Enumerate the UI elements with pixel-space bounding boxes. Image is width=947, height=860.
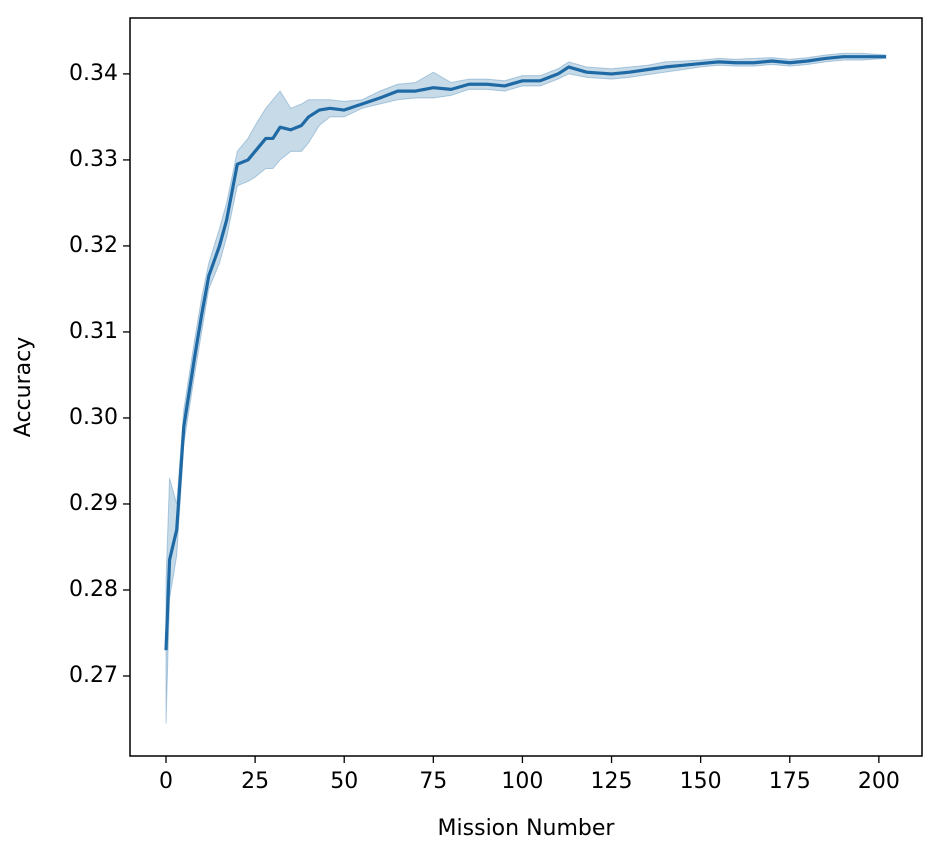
y-tick-label: 0.32 [69, 233, 118, 258]
x-tick-label: 75 [419, 769, 447, 794]
y-tick-label: 0.33 [69, 147, 118, 172]
x-tick-label: 100 [501, 769, 543, 794]
mean-line [164, 55, 886, 651]
plot-frame [129, 17, 923, 757]
confidence-band [165, 52, 887, 724]
x-tick-label: 200 [858, 769, 900, 794]
y-tick-label: 0.34 [69, 61, 118, 86]
y-tick-label: 0.27 [69, 663, 118, 688]
x-axis-label: Mission Number [438, 816, 616, 841]
y-tick-label: 0.29 [69, 491, 118, 516]
x-tick-label: 150 [680, 769, 722, 794]
x-tick-label: 175 [769, 769, 811, 794]
x-tick-label: 125 [591, 769, 633, 794]
y-axis-label: Accuracy [11, 337, 36, 437]
x-tick-label: 0 [159, 769, 173, 794]
y-tick-label: 0.30 [69, 405, 118, 430]
y-tick-label: 0.31 [69, 319, 118, 344]
x-tick-label: 50 [330, 769, 358, 794]
y-tick-label: 0.28 [69, 577, 118, 602]
x-tick-label: 25 [241, 769, 269, 794]
